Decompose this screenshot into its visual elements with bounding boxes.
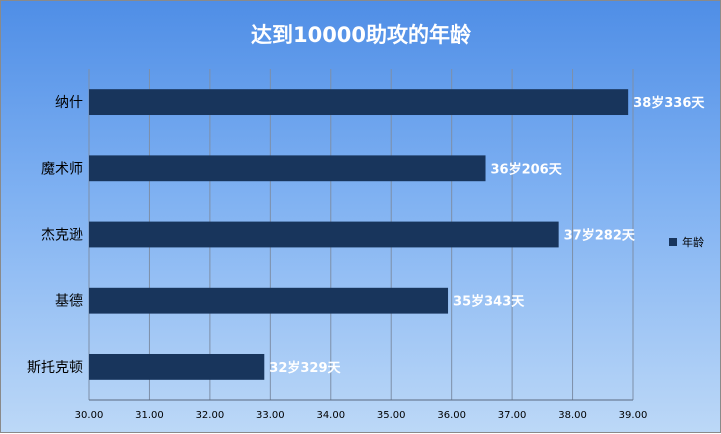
chart-title: 达到10000助攻的年龄 <box>251 23 472 47</box>
bars <box>89 89 629 380</box>
data-label: 38岁336天 <box>633 95 705 111</box>
data-label: 32岁329天 <box>269 360 341 376</box>
bar <box>89 287 449 314</box>
bar <box>89 353 265 380</box>
x-tick-label: 30.00 <box>75 410 104 421</box>
legend: 年龄 <box>669 235 704 249</box>
x-tick-label: 31.00 <box>135 410 164 421</box>
legend-swatch <box>669 238 677 246</box>
category-label: 基德 <box>55 293 83 310</box>
category-label: 纳什 <box>55 95 83 111</box>
x-tick-label: 33.00 <box>256 410 285 421</box>
data-label: 37岁282天 <box>564 228 636 244</box>
x-tick-label: 34.00 <box>316 410 345 421</box>
x-tick-label: 35.00 <box>377 410 406 421</box>
bar <box>89 155 486 182</box>
data-label: 35岁343天 <box>453 294 525 310</box>
x-tick-label: 32.00 <box>196 410 225 421</box>
x-tick-label: 37.00 <box>498 410 527 421</box>
bar <box>89 89 629 116</box>
bar <box>89 221 559 248</box>
x-tick-label: 38.00 <box>558 410 587 421</box>
category-label: 魔术师 <box>41 161 83 177</box>
category-label: 杰克逊 <box>41 228 83 244</box>
x-tick-label: 36.00 <box>437 410 466 421</box>
category-label: 斯托克顿 <box>27 360 83 376</box>
legend-label: 年龄 <box>682 235 704 249</box>
x-axis-ticks: 30.00 31.00 32.00 33.00 34.00 35.00 36.00 37.00… <box>75 410 648 421</box>
data-label: 36岁206天 <box>491 161 563 177</box>
x-tick-label: 39.00 <box>619 410 648 421</box>
